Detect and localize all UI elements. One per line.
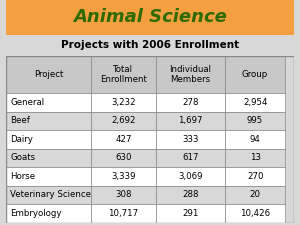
Bar <box>6 130 91 149</box>
Bar <box>6 167 91 186</box>
Text: 2,692: 2,692 <box>111 116 136 125</box>
Text: 2,954: 2,954 <box>243 98 267 107</box>
Text: 333: 333 <box>182 135 199 144</box>
Text: Individual
Members: Individual Members <box>169 65 211 84</box>
Text: Animal Science: Animal Science <box>73 9 227 27</box>
Text: 13: 13 <box>250 153 261 162</box>
Bar <box>91 149 156 167</box>
Bar <box>91 93 156 112</box>
Text: Dairy: Dairy <box>10 135 33 144</box>
Bar <box>91 112 156 130</box>
Bar <box>6 186 91 204</box>
Bar <box>6 112 91 130</box>
Text: 20: 20 <box>250 191 261 200</box>
Text: 995: 995 <box>247 116 263 125</box>
Bar <box>225 130 285 149</box>
Bar <box>156 112 225 130</box>
Bar <box>6 93 91 112</box>
Bar <box>6 56 91 93</box>
Bar <box>91 56 156 93</box>
Bar <box>156 93 225 112</box>
Text: Projects with 2006 Enrollment: Projects with 2006 Enrollment <box>61 40 239 50</box>
Text: 630: 630 <box>115 153 132 162</box>
Text: 617: 617 <box>182 153 199 162</box>
Bar <box>225 112 285 130</box>
Text: Goats: Goats <box>10 153 35 162</box>
Text: 94: 94 <box>250 135 261 144</box>
Text: 1,697: 1,697 <box>178 116 202 125</box>
Text: Embryology: Embryology <box>10 209 62 218</box>
Text: 291: 291 <box>182 209 199 218</box>
Bar <box>225 93 285 112</box>
Bar <box>156 149 225 167</box>
Bar <box>91 167 156 186</box>
Bar <box>225 149 285 167</box>
Bar <box>156 56 225 93</box>
Bar <box>225 167 285 186</box>
Text: 3,232: 3,232 <box>111 98 136 107</box>
Bar <box>225 56 285 93</box>
Text: Project: Project <box>34 70 63 79</box>
Text: General: General <box>10 98 44 107</box>
Text: 3,339: 3,339 <box>111 172 136 181</box>
Bar <box>156 204 225 223</box>
Bar <box>91 130 156 149</box>
Bar <box>91 204 156 223</box>
Text: 270: 270 <box>247 172 263 181</box>
Text: 10,426: 10,426 <box>240 209 270 218</box>
Text: 3,069: 3,069 <box>178 172 202 181</box>
Text: Total
Enrollment: Total Enrollment <box>100 65 147 84</box>
Text: 278: 278 <box>182 98 199 107</box>
Bar <box>6 149 91 167</box>
Text: 288: 288 <box>182 191 199 200</box>
Text: Beef: Beef <box>10 116 30 125</box>
Bar <box>156 167 225 186</box>
Bar <box>225 186 285 204</box>
Text: 308: 308 <box>115 191 132 200</box>
Bar <box>91 186 156 204</box>
Text: 427: 427 <box>115 135 132 144</box>
Bar <box>6 204 91 223</box>
Text: 10,717: 10,717 <box>108 209 138 218</box>
Bar <box>156 130 225 149</box>
Text: Horse: Horse <box>10 172 35 181</box>
Text: Veterinary Science: Veterinary Science <box>10 191 91 200</box>
Bar <box>225 204 285 223</box>
Text: Group: Group <box>242 70 268 79</box>
Bar <box>156 186 225 204</box>
